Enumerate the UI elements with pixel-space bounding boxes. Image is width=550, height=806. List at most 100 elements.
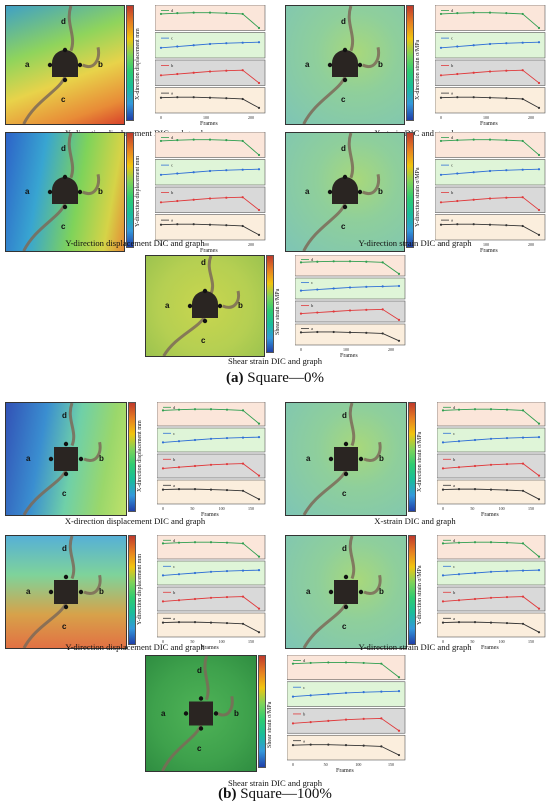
series-point-c xyxy=(439,46,443,49)
dic-image xyxy=(285,402,407,516)
strip-d xyxy=(295,255,406,277)
strip-d xyxy=(287,655,406,681)
strip-b xyxy=(155,59,266,86)
series-point-b xyxy=(176,72,179,76)
strip-chart: d c b a 0 50 100 150 xyxy=(437,402,546,511)
series-point-d xyxy=(456,139,459,142)
legend-label-c: c xyxy=(171,163,173,168)
monitor-point-b xyxy=(357,62,363,68)
series-point-d xyxy=(159,12,163,16)
color-bar xyxy=(406,132,414,248)
crack-path xyxy=(302,6,381,124)
strip-b xyxy=(437,453,546,479)
series-point-b xyxy=(193,464,197,468)
series-point-c xyxy=(505,569,509,573)
tunnel-hole xyxy=(332,177,358,204)
point-label-d: d xyxy=(342,411,347,420)
x-tick-label: 0 xyxy=(442,639,444,644)
strip-b xyxy=(155,186,266,213)
section-title: Square—100% xyxy=(236,786,332,802)
series-point-c xyxy=(457,573,461,576)
series-point-d xyxy=(457,541,461,544)
graph-x-label: Frames xyxy=(481,645,499,651)
monitor-point-a xyxy=(328,589,334,595)
series-point-c xyxy=(521,168,524,171)
series-point-c xyxy=(505,42,508,45)
series-point-d xyxy=(397,676,401,679)
x-tick-label: 0 xyxy=(442,506,444,511)
series-point-a xyxy=(208,96,212,99)
series-point-a xyxy=(209,488,213,491)
point-label-b: b xyxy=(98,187,103,196)
x-tick-label: 200 xyxy=(528,242,534,247)
series-point-b xyxy=(521,69,524,72)
point-label-b: b xyxy=(98,60,103,69)
series-point-d xyxy=(365,260,368,263)
series-point-c xyxy=(241,436,245,439)
series-point-d xyxy=(193,408,197,411)
series-point-c xyxy=(472,44,475,47)
tunnel-hole xyxy=(332,50,358,77)
series-point-a xyxy=(176,223,179,226)
series-point-b xyxy=(209,463,213,466)
series-point-a xyxy=(257,233,261,236)
crack-path xyxy=(22,133,101,251)
strip-a xyxy=(435,214,546,241)
series-point-c xyxy=(537,41,541,44)
series-point-a xyxy=(159,223,163,226)
section-tag: (b) xyxy=(218,786,237,802)
monitor-point-c xyxy=(63,604,69,610)
legend-label-a: a xyxy=(451,91,453,96)
series-point-b xyxy=(457,599,461,602)
x-tick-label: 100 xyxy=(343,347,349,352)
series-point-b xyxy=(241,196,244,199)
series-point-b xyxy=(327,719,330,722)
monitor-point-c xyxy=(342,77,348,83)
point-label-c: c xyxy=(341,95,346,104)
series-point-c xyxy=(488,169,492,173)
series-point-a xyxy=(225,97,228,100)
graph-x-label: Frames xyxy=(200,248,218,254)
series-point-c xyxy=(537,168,541,171)
series-point-c xyxy=(291,695,295,698)
point-label-a: a xyxy=(305,60,310,69)
dic-image xyxy=(285,535,407,649)
monitor-point-c xyxy=(62,204,68,210)
strip-b xyxy=(157,453,266,479)
color-bar xyxy=(128,402,136,512)
x-tick-label: 200 xyxy=(388,347,394,352)
series-point-a xyxy=(365,331,368,334)
crack-path xyxy=(162,256,241,356)
series-point-a xyxy=(257,631,261,634)
series-point-a xyxy=(472,223,475,226)
monitor-point-c xyxy=(63,471,69,477)
point-label-c: c xyxy=(201,336,206,345)
series-point-b xyxy=(473,464,477,468)
series-point-d xyxy=(177,408,181,411)
strip-c xyxy=(287,681,406,707)
section-heading: (b) Square—100% xyxy=(0,786,550,803)
graph-x-label: Frames xyxy=(201,645,219,651)
series-point-b xyxy=(537,607,541,610)
legend-label-d: d xyxy=(453,538,456,543)
crack-overlay xyxy=(302,133,381,251)
point-label-c: c xyxy=(62,489,67,498)
series-point-c xyxy=(521,41,524,44)
series-point-d xyxy=(439,139,443,143)
crack-overlay xyxy=(302,536,382,648)
crack-path xyxy=(22,6,101,124)
strip-b xyxy=(157,586,266,612)
series-point-c xyxy=(225,42,228,45)
panel-caption: Y-direction strain DIC and graph xyxy=(358,238,472,248)
tunnel-hole xyxy=(192,291,218,318)
monitor-point-d xyxy=(343,574,349,580)
color-bar xyxy=(408,402,416,512)
series-point-d xyxy=(521,12,524,16)
series-point-c xyxy=(241,569,245,572)
series-point-b xyxy=(299,312,303,315)
series-point-a xyxy=(225,621,229,625)
series-point-c xyxy=(537,436,541,439)
legend-label-b: b xyxy=(311,303,314,308)
series-point-c xyxy=(177,573,181,576)
strip-chart: d c b a 0 100 200 xyxy=(155,132,266,247)
